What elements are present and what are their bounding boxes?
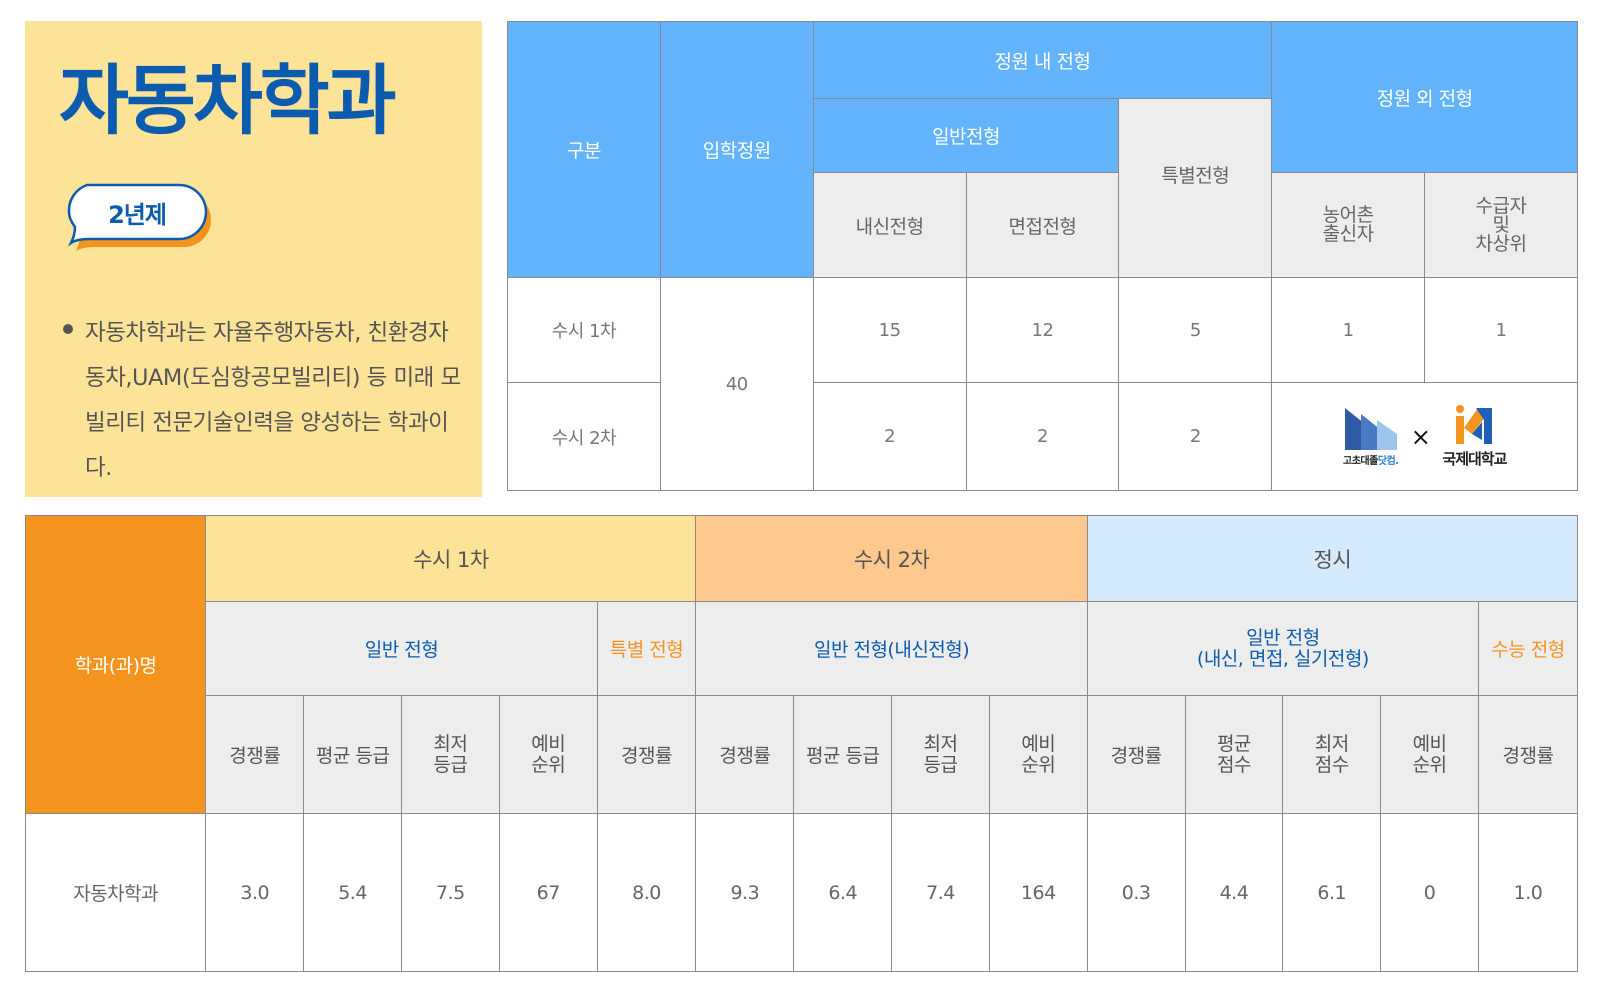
cell-special: 5 [1118, 277, 1273, 383]
track-susi2-general: 일반 전형(내신전형) [695, 601, 1088, 696]
row-label: 수시 1차 [507, 277, 661, 383]
quota-total: 40 [659, 277, 814, 491]
program-length-badge: 2년제 [67, 181, 211, 251]
speech-bubble-icon [67, 183, 211, 251]
department-name: 자동차학과 [24, 813, 207, 972]
col-header: 경쟁률 [695, 695, 795, 814]
col-header: 예비 순위 [1380, 695, 1479, 814]
header-welfare: 수급자 및 차상위 [1424, 172, 1578, 278]
admission-results-table: 학과(과)명 수시 1차 수시 2차 정시 일반 전형 특별 전형 일반 전형(… [24, 515, 1579, 972]
table-row: 자동차학과 3.0 5.4 7.5 67 8.0 9.3 6.4 7.4 164… [24, 813, 1579, 972]
cell-welfare: 1 [1424, 277, 1578, 383]
col-header: 평균 등급 [303, 695, 402, 814]
col-header: 경쟁률 [596, 695, 697, 814]
col-header: 최저 등급 [891, 695, 990, 814]
department-title: 자동차학과 [59, 56, 397, 145]
col-header: 예비 순위 [498, 695, 598, 814]
col-header: 평균 등급 [793, 695, 893, 814]
km-logo-icon [1456, 405, 1493, 444]
value-cell: 4.4 [1184, 813, 1284, 972]
partner-logos: 고초대졸닷컴. × 국제대학교 [1271, 382, 1578, 491]
cell-special: 2 [1118, 382, 1273, 491]
header-category: 구분 [507, 21, 661, 278]
track-susi1-general: 일반 전형 [205, 601, 598, 696]
header-susi2: 수시 2차 [695, 515, 1088, 602]
badge-label: 2년제 [108, 200, 167, 229]
times-icon: × [1410, 422, 1431, 451]
value-cell: 0 [1380, 813, 1479, 972]
value-cell: 9.3 [695, 813, 795, 972]
value-cell: 3.0 [205, 813, 305, 972]
kookje-university-logo: 국제대학교 [1442, 404, 1507, 469]
col-header: 평균 점수 [1184, 695, 1284, 814]
header-interview: 면접전형 [965, 172, 1120, 278]
header-general: 일반전형 [812, 98, 1120, 173]
col-header: 경쟁률 [1086, 695, 1186, 814]
table-row: 수시 1차 40 15 12 5 1 1 [507, 277, 1578, 491]
cell-naesin: 2 [812, 382, 967, 491]
cell-rural: 1 [1271, 277, 1426, 383]
department-description: 자동차학과는 자율주행자동차, 친환경자동차,UAM(도심항공모빌리티) 등 미… [63, 311, 463, 491]
header-in-quota: 정원 내 전형 [812, 21, 1273, 99]
header-naesin: 내신전형 [812, 172, 967, 278]
building-logo-icon [1344, 408, 1397, 450]
bullet-icon [63, 324, 73, 334]
header-out-quota: 정원 외 전형 [1271, 21, 1578, 173]
value-cell: 0.3 [1086, 813, 1186, 972]
header-special: 특별전형 [1118, 98, 1273, 278]
value-cell: 6.4 [793, 813, 893, 972]
admission-quota-table: 구분 입학정원 정원 내 전형 정원 외 전형 일반전형 특별전형 내신전형 면… [507, 21, 1578, 491]
col-header: 경쟁률 [205, 695, 305, 814]
cell-interview: 2 [965, 382, 1120, 491]
track-susi1-special: 특별 전형 [596, 601, 697, 696]
col-header: 예비 순위 [988, 695, 1088, 814]
description-text: 자동차학과는 자율주행자동차, 친환경자동차,UAM(도심항공모빌리티) 등 미… [85, 320, 461, 481]
col-header: 경쟁률 [1477, 695, 1579, 814]
value-cell: 5.4 [303, 813, 402, 972]
department-intro-card: 자동차학과 2년제 자동차학과는 자율주행자동차, 친환경자동차,UAM(도심항… [25, 21, 482, 497]
value-cell: 6.1 [1282, 813, 1382, 972]
header-susi1: 수시 1차 [205, 515, 697, 602]
track-jeongsi-general: 일반 전형 (내신, 면접, 실기전형) [1086, 601, 1479, 696]
track-jeongsi-csat: 수능 전형 [1477, 601, 1579, 696]
header-jeongsi: 정시 [1086, 515, 1579, 602]
col-header: 최저 점수 [1282, 695, 1382, 814]
value-cell: 7.4 [891, 813, 990, 972]
value-cell: 67 [498, 813, 598, 972]
header-rural: 농어촌 출신자 [1271, 172, 1426, 278]
gochodaejol-logo: 고초대졸닷컴. [1343, 406, 1399, 467]
col-header: 최저 등급 [400, 695, 500, 814]
value-cell: 1.0 [1477, 813, 1579, 972]
cell-naesin: 15 [812, 277, 967, 383]
value-cell: 7.5 [400, 813, 500, 972]
header-department: 학과(과)명 [24, 515, 207, 814]
cell-interview: 12 [965, 277, 1120, 383]
table-row: 수시 2차 2 2 2 고초대졸닷컴. × [507, 382, 1578, 491]
value-cell: 164 [988, 813, 1088, 972]
value-cell: 8.0 [596, 813, 697, 972]
row-label: 수시 2차 [507, 382, 661, 491]
header-quota: 입학정원 [659, 21, 814, 278]
